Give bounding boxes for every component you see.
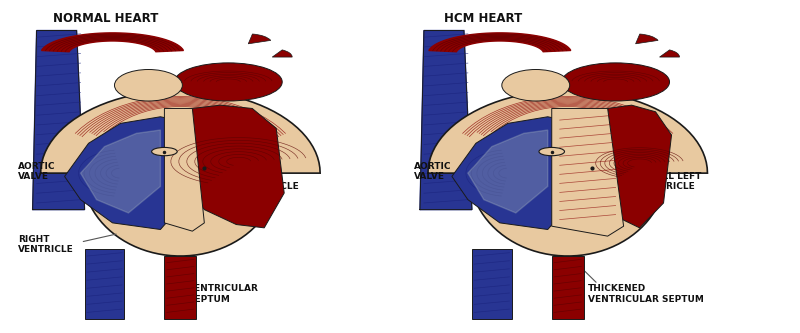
Ellipse shape [114,70,182,101]
Polygon shape [41,90,320,256]
Polygon shape [552,256,584,319]
Polygon shape [472,249,512,319]
Polygon shape [452,117,580,229]
Text: RIGHT
VENTRICLE: RIGHT VENTRICLE [18,235,74,254]
Polygon shape [608,105,671,228]
Wedge shape [248,34,270,44]
Polygon shape [468,130,548,213]
Ellipse shape [539,148,565,156]
Polygon shape [420,31,472,209]
Ellipse shape [502,70,570,101]
Polygon shape [552,109,624,236]
Polygon shape [180,105,284,228]
Ellipse shape [174,63,282,101]
Ellipse shape [562,63,670,101]
Polygon shape [81,130,161,213]
Text: AORTIC
VALVE: AORTIC VALVE [18,162,56,181]
Text: AORTIC
VALVE: AORTIC VALVE [414,162,452,181]
Wedge shape [272,50,292,57]
Wedge shape [659,50,679,57]
Polygon shape [165,256,196,319]
Polygon shape [33,31,85,209]
Text: LEFT
VENTRICLE: LEFT VENTRICLE [244,172,300,191]
Text: SMALL LEFT
VENTRICLE: SMALL LEFT VENTRICLE [639,172,701,191]
Text: THICKENED
VENTRICULAR SEPTUM: THICKENED VENTRICULAR SEPTUM [588,284,703,304]
Text: HCM HEART: HCM HEART [444,12,522,25]
Text: NORMAL HEART: NORMAL HEART [53,12,158,25]
Polygon shape [165,109,204,231]
Polygon shape [65,117,192,229]
Polygon shape [85,249,125,319]
Wedge shape [635,34,658,44]
Ellipse shape [152,148,177,156]
Text: VENTRICULAR
SEPTUM: VENTRICULAR SEPTUM [188,284,259,304]
Polygon shape [429,33,571,52]
Polygon shape [42,33,183,52]
Polygon shape [428,90,707,256]
